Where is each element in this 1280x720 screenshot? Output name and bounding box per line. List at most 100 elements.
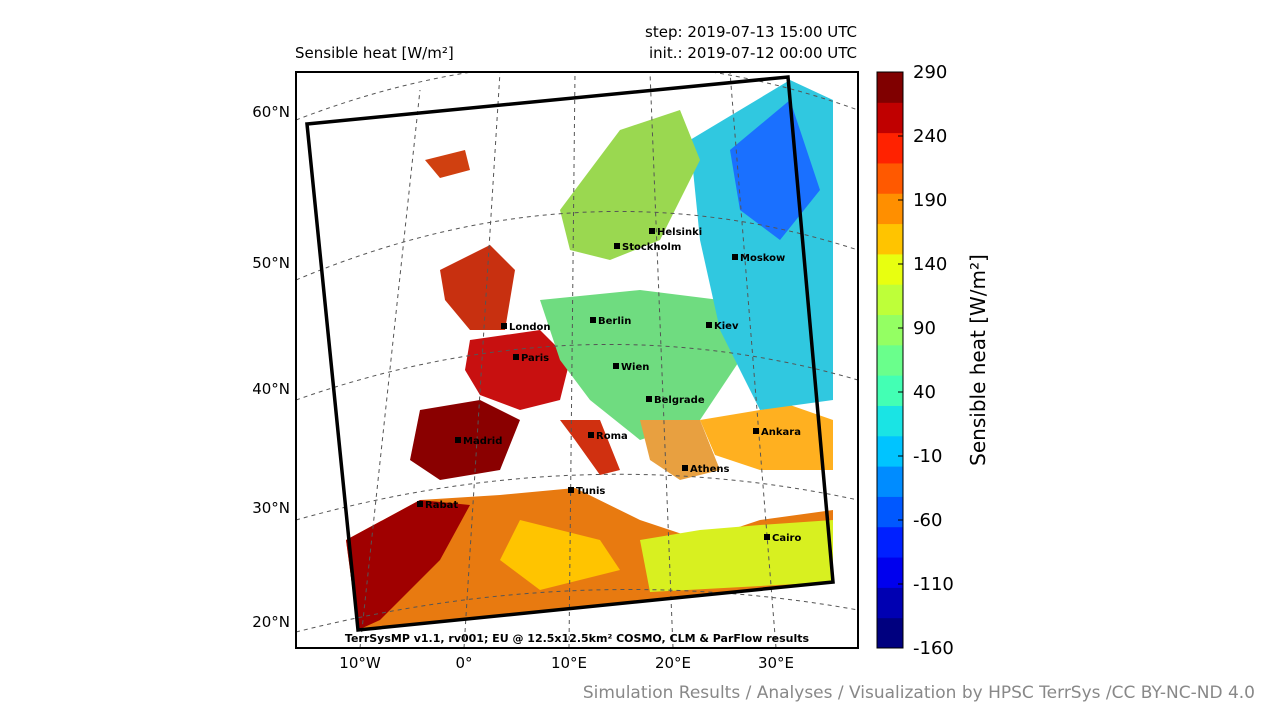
russia-cool (730, 100, 820, 240)
colorbar-segment (877, 102, 903, 134)
city-label: London (509, 322, 551, 333)
lat-label: 30°N (252, 499, 290, 517)
map-area (296, 72, 858, 648)
lat-label: 50°N (252, 254, 290, 272)
footer: Simulation Results / Analyses / Visualiz… (583, 683, 1255, 703)
city-label: Tunis (576, 486, 605, 497)
lat-label: 40°N (252, 380, 290, 398)
city-marker (501, 323, 507, 329)
axes: 60°N 50°N 40°N 30°N 20°N 10°W 0° 10°E 20°E 30°E (252, 103, 794, 672)
colorbar-tick-label: 90 (913, 318, 936, 339)
city-marker (732, 254, 738, 260)
graticule (296, 72, 858, 648)
iceland (425, 150, 470, 178)
cities: Helsinki Stockholm Moskow London Berlin Kiev P… (417, 227, 801, 544)
lat-label: 60°N (252, 103, 290, 121)
colorbar-segment (877, 405, 903, 437)
city-marker (590, 317, 596, 323)
colorbar-segment (877, 587, 903, 619)
city-marker (764, 534, 770, 540)
anatolia (700, 405, 833, 470)
balkans (640, 420, 720, 480)
city-label: Paris (521, 353, 549, 364)
city-label: Helsinki (657, 227, 702, 238)
colorbar-segment (877, 193, 903, 225)
morocco (346, 500, 470, 630)
map-frame (295, 71, 859, 649)
city-marker (614, 243, 620, 249)
colorbar-segment (877, 466, 903, 497)
colorbar-tick-label: 40 (913, 382, 936, 403)
step-time: step: 2019-07-13 15:00 UTC (645, 23, 857, 41)
british-isles (440, 245, 515, 330)
colorbar-segment (877, 284, 903, 316)
colorbar-tick-label: -60 (913, 510, 942, 531)
colorbar-tick-label: 240 (913, 126, 947, 147)
lon-label: 10°E (551, 654, 587, 672)
city-marker (706, 322, 712, 328)
city-marker (588, 432, 594, 438)
city-label: Athens (690, 464, 730, 475)
egypt (640, 520, 833, 592)
colorbar-tick-label: 140 (913, 254, 947, 275)
city-marker (646, 396, 652, 402)
city-label: Moskow (740, 253, 785, 264)
city-label: Berlin (598, 316, 631, 327)
iberia (410, 400, 520, 480)
city-marker (613, 363, 619, 369)
colorbar-segment (877, 496, 903, 528)
colorbar-frame (876, 71, 904, 649)
colorbar-tick-label: 290 (913, 62, 947, 83)
colorbar-segment (877, 162, 903, 194)
sahara-patch (500, 520, 620, 590)
lon-label: 10°W (339, 654, 381, 672)
city-marker (568, 487, 574, 493)
lon-label: 0° (455, 654, 472, 672)
colorbar-segment (877, 314, 903, 346)
colorbar-segment (877, 617, 903, 649)
city-marker (417, 501, 423, 507)
colorbar-segment (877, 526, 903, 558)
colorbar-label: Sensible heat [W/m²] (966, 254, 990, 466)
init-time: init.: 2019-07-12 00:00 UTC (649, 44, 857, 62)
model-domain (305, 75, 835, 632)
city-label: Madrid (463, 436, 502, 447)
city-label: Ankara (761, 427, 801, 438)
colorbar-segment (877, 557, 903, 588)
colorbar-segment (877, 72, 903, 103)
city-label: Kiev (714, 321, 739, 332)
city-marker (682, 465, 688, 471)
lon-label: 30°E (758, 654, 794, 672)
title: Sensible heat [W/m²] (295, 44, 454, 62)
italy (560, 420, 620, 475)
city-marker (513, 354, 519, 360)
lat-label: 20°N (252, 613, 290, 631)
city-label: Roma (596, 431, 628, 442)
city-label: Belgrade (654, 395, 705, 406)
scandinavia (560, 110, 700, 260)
colorbar-tick-label: 190 (913, 190, 947, 211)
city-label: Stockholm (622, 242, 681, 253)
central-europe (540, 290, 740, 440)
colorbar: 290 240 190 140 90 40 -10 -60 -110 -160 (876, 62, 954, 659)
colorbar-segment (877, 375, 903, 406)
city-marker (753, 428, 759, 434)
model-note: TerrSysMP v1.1, rv001; EU @ 12.5x12.5km²… (345, 632, 810, 645)
colorbar-segment (877, 435, 903, 467)
colorbar-tick-label: -110 (913, 574, 954, 595)
france (465, 330, 570, 410)
city-label: Wien (621, 362, 649, 373)
colorbar-tick-label: -10 (913, 446, 942, 467)
city-label: Rabat (425, 500, 458, 511)
city-marker (649, 228, 655, 234)
city-marker (455, 437, 461, 443)
city-label: Cairo (772, 533, 801, 544)
colorbar-tick-label: -160 (913, 638, 954, 659)
lon-label: 20°E (655, 654, 691, 672)
colorbar-segment (877, 344, 903, 376)
colorbar-segment (877, 132, 903, 164)
colorbar-segment (877, 223, 903, 255)
colorbar-segment (877, 253, 903, 285)
